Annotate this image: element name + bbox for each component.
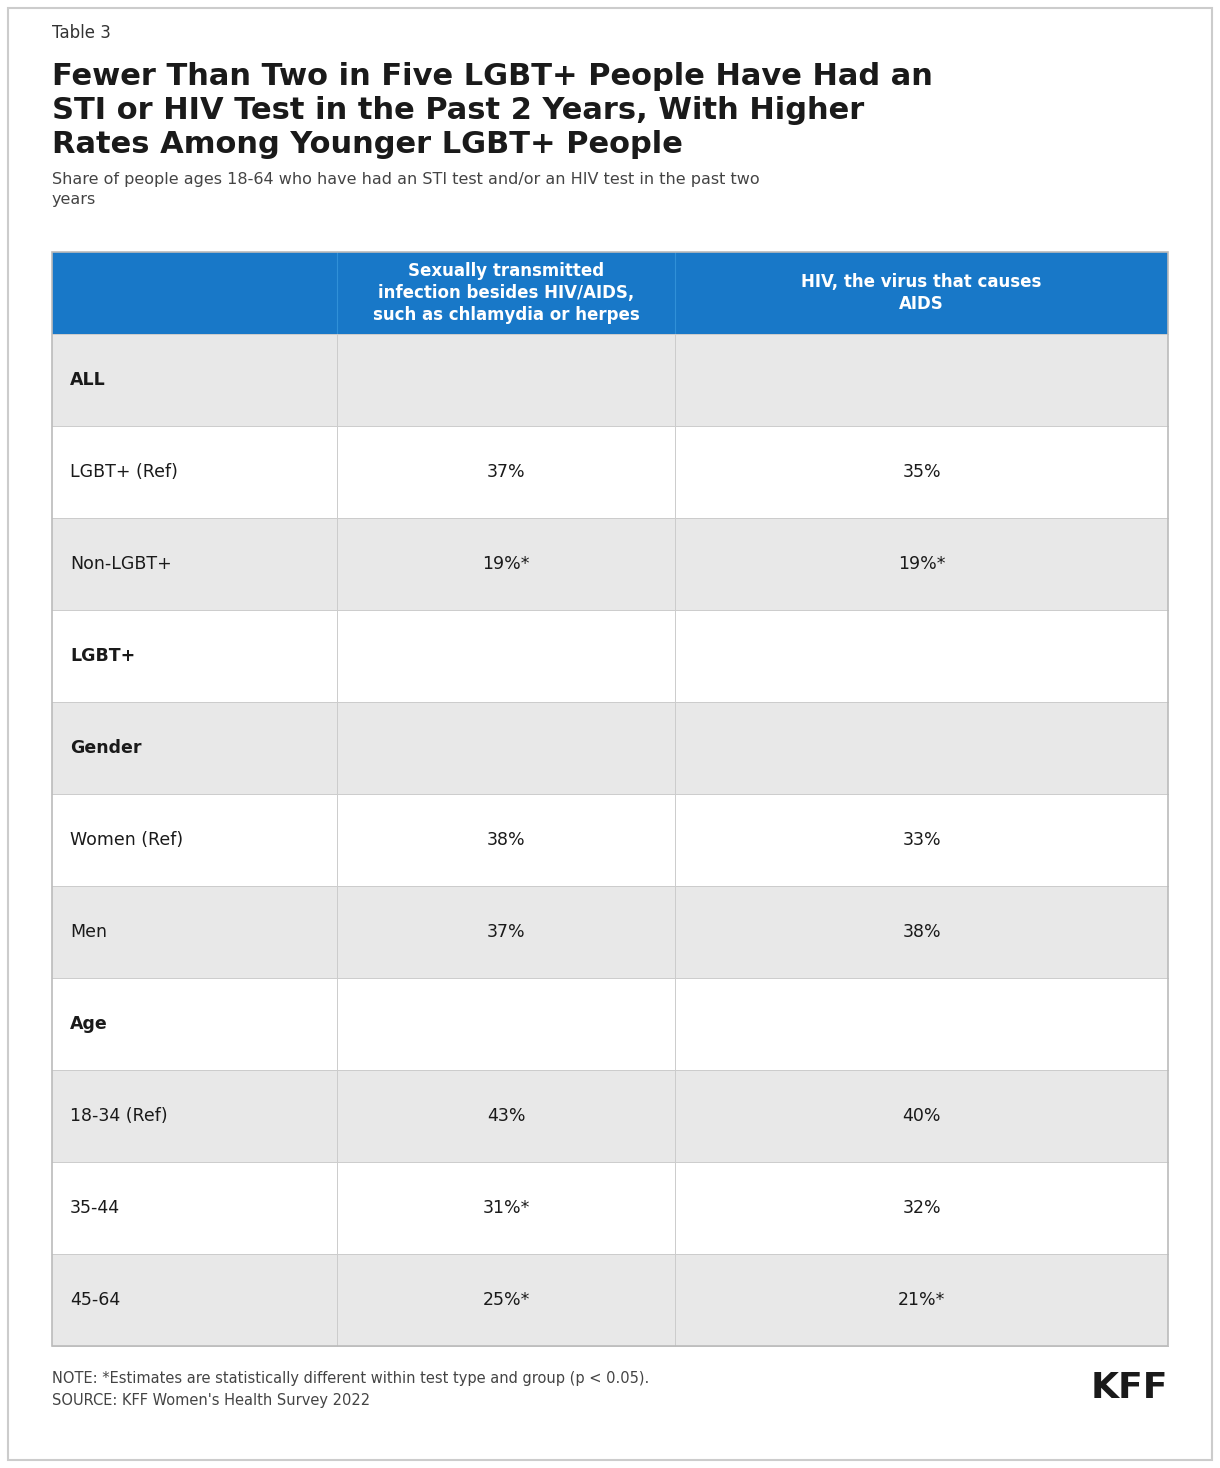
Text: 40%: 40% <box>903 1107 941 1124</box>
Text: Men: Men <box>70 923 107 941</box>
Text: 35%: 35% <box>902 462 941 482</box>
Bar <box>52 978 1168 1070</box>
Text: Sexually transmitted
infection besides HIV/AIDS,
such as chlamydia or herpes: Sexually transmitted infection besides H… <box>372 261 639 324</box>
Text: LGBT+: LGBT+ <box>70 647 135 665</box>
Bar <box>52 252 1168 1346</box>
Text: ALL: ALL <box>70 371 106 389</box>
Bar <box>52 518 1168 611</box>
Bar <box>52 794 1168 887</box>
Bar <box>52 1163 1168 1254</box>
Text: 37%: 37% <box>487 923 526 941</box>
Text: KFF: KFF <box>1091 1371 1168 1405</box>
Text: Share of people ages 18-64 who have had an STI test and/or an HIV test in the pa: Share of people ages 18-64 who have had … <box>52 172 760 207</box>
Text: 31%*: 31%* <box>482 1199 529 1217</box>
Text: Women (Ref): Women (Ref) <box>70 831 183 849</box>
Text: 19%*: 19%* <box>482 555 529 573</box>
Bar <box>52 1070 1168 1163</box>
Text: Fewer Than Two in Five LGBT+ People Have Had an
STI or HIV Test in the Past 2 Ye: Fewer Than Two in Five LGBT+ People Have… <box>52 62 933 159</box>
Text: Age: Age <box>70 1014 107 1033</box>
Text: Table 3: Table 3 <box>52 23 111 43</box>
Bar <box>52 611 1168 702</box>
Text: 25%*: 25%* <box>482 1290 529 1309</box>
Bar <box>52 887 1168 978</box>
Text: 21%*: 21%* <box>898 1290 946 1309</box>
Text: 43%: 43% <box>487 1107 526 1124</box>
Text: 35-44: 35-44 <box>70 1199 120 1217</box>
Text: Non-LGBT+: Non-LGBT+ <box>70 555 172 573</box>
Bar <box>52 252 1168 335</box>
Bar <box>52 702 1168 794</box>
Bar <box>52 335 1168 426</box>
Text: 45-64: 45-64 <box>70 1290 121 1309</box>
Text: 18-34 (Ref): 18-34 (Ref) <box>70 1107 167 1124</box>
Text: 33%: 33% <box>902 831 941 849</box>
Text: LGBT+ (Ref): LGBT+ (Ref) <box>70 462 178 482</box>
Text: Gender: Gender <box>70 738 142 757</box>
Text: 19%*: 19%* <box>898 555 946 573</box>
Text: 37%: 37% <box>487 462 526 482</box>
Bar <box>52 1254 1168 1346</box>
Text: 38%: 38% <box>487 831 526 849</box>
Text: 38%: 38% <box>902 923 941 941</box>
Text: NOTE: *Estimates are statistically different within test type and group (p < 0.0: NOTE: *Estimates are statistically diffe… <box>52 1371 649 1408</box>
Bar <box>52 426 1168 518</box>
Text: HIV, the virus that causes
AIDS: HIV, the virus that causes AIDS <box>802 273 1042 313</box>
Text: 32%: 32% <box>902 1199 941 1217</box>
